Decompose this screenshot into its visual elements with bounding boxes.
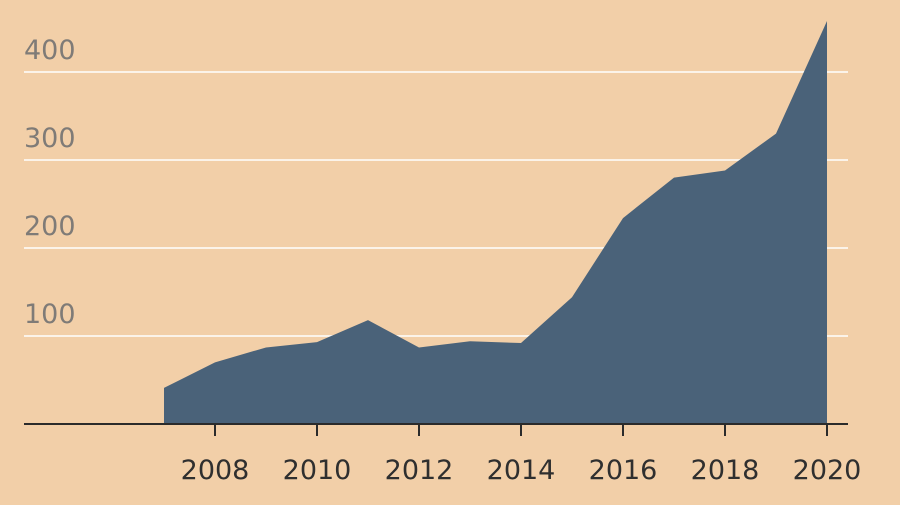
x-tick-label-2018: 2018 (691, 455, 760, 486)
x-tick-label-2008: 2008 (181, 455, 250, 486)
area-series (164, 20, 827, 425)
x-tick-label-2012: 2012 (385, 455, 454, 486)
x-tick-label-2010: 2010 (283, 455, 352, 486)
x-tick-label-2020: 2020 (793, 455, 862, 486)
y-tick-label-300: 300 (24, 123, 76, 154)
x-tick-label-2016: 2016 (589, 455, 658, 486)
y-tick-label-400: 400 (24, 35, 76, 66)
x-axis-ticks: 2008 2010 2012 2014 2016 2018 2020 (181, 424, 862, 486)
x-tick-label-2014: 2014 (487, 455, 556, 486)
y-tick-label-100: 100 (24, 299, 76, 330)
plot-area (164, 20, 827, 425)
y-tick-label-200: 200 (24, 211, 76, 242)
y-axis-labels: 100 200 300 400 (24, 35, 76, 330)
